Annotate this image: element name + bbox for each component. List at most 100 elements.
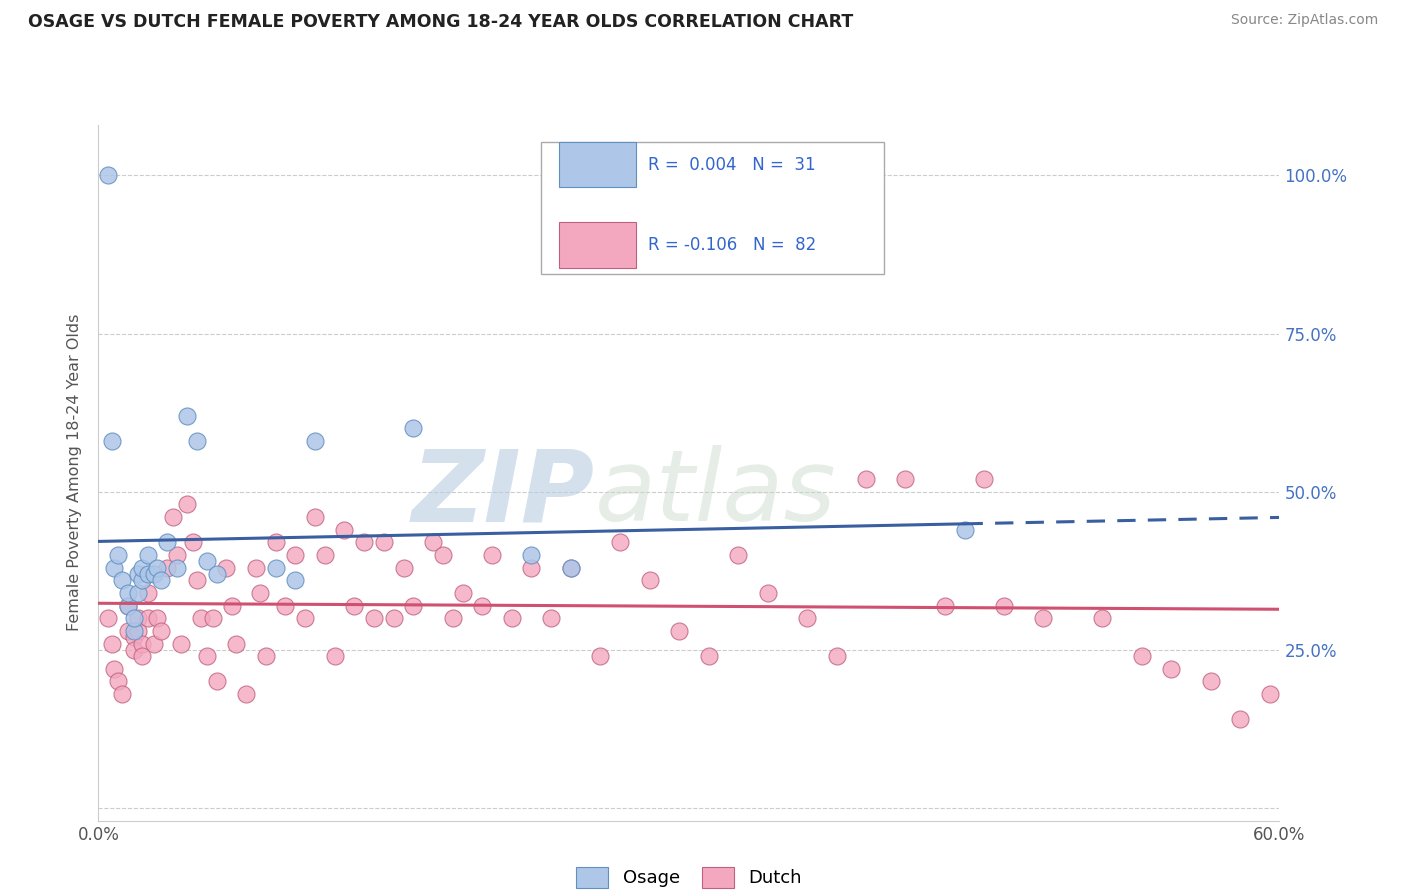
Point [520,560,543,574]
Point [127,586,149,600]
Point [156,535,179,549]
Point [205,674,228,689]
Text: Source: ZipAtlas.com: Source: ZipAtlas.com [1230,13,1378,28]
Point [1199,674,1222,689]
Point [254,649,277,664]
Point [195,649,218,664]
Point [471,599,494,613]
Point [284,574,307,588]
Point [353,535,375,549]
Point [402,599,425,613]
Point [1032,611,1054,625]
Legend: Osage, Dutch: Osage, Dutch [568,860,810,892]
Point [146,611,169,625]
Point [111,687,134,701]
Point [422,535,444,549]
Point [1091,611,1114,625]
Point [190,611,212,625]
Point [392,560,415,574]
Point [170,636,193,650]
Point [264,535,287,549]
Point [97,611,120,625]
Point [1258,687,1281,701]
Point [136,611,159,625]
Point [540,611,562,625]
Point [97,169,120,183]
Point [117,599,139,613]
Point [117,624,139,638]
Point [103,560,125,574]
Text: R = -0.106   N =  82: R = -0.106 N = 82 [648,235,815,253]
Point [343,599,366,613]
Point [363,611,385,625]
Point [117,586,139,600]
Point [166,548,188,562]
Point [131,636,153,650]
Point [150,574,173,588]
Point [432,548,454,562]
FancyBboxPatch shape [560,143,636,187]
Point [249,586,271,600]
Point [142,566,165,581]
Point [122,643,145,657]
Point [127,566,149,581]
Y-axis label: Female Poverty Among 18-24 Year Olds: Female Poverty Among 18-24 Year Olds [67,314,83,632]
Point [166,560,188,574]
Point [697,649,720,664]
Point [131,574,153,588]
Point [855,472,877,486]
Point [127,611,149,625]
Point [186,574,208,588]
Point [402,421,425,435]
Point [156,560,179,574]
Text: OSAGE VS DUTCH FEMALE POVERTY AMONG 18-24 YEAR OLDS CORRELATION CHART: OSAGE VS DUTCH FEMALE POVERTY AMONG 18-2… [28,13,853,31]
Point [245,560,267,574]
Point [142,636,165,650]
FancyBboxPatch shape [560,222,636,268]
Point [205,566,228,581]
Point [609,535,631,549]
Point [796,611,818,625]
Text: atlas: atlas [595,445,837,542]
Point [186,434,208,449]
Point [1160,662,1182,676]
Text: ZIP: ZIP [412,445,595,542]
Point [107,674,129,689]
Point [294,611,316,625]
Point [756,586,779,600]
Point [136,586,159,600]
Point [195,554,218,568]
Point [501,611,523,625]
Point [131,560,153,574]
Point [235,687,257,701]
Point [176,497,198,511]
Point [225,636,247,650]
Point [284,548,307,562]
Point [150,624,173,638]
Point [589,649,612,664]
Point [520,548,543,562]
Point [201,611,224,625]
Point [894,472,917,486]
Text: R =  0.004   N =  31: R = 0.004 N = 31 [648,155,815,174]
Point [122,624,145,638]
Point [668,624,690,638]
FancyBboxPatch shape [541,142,884,275]
Point [107,548,129,562]
Point [221,599,243,613]
Point [181,535,204,549]
Point [146,560,169,574]
Point [117,599,139,613]
Point [638,574,661,588]
Point [934,599,956,613]
Point [451,586,474,600]
Point [441,611,464,625]
Point [304,510,326,524]
Point [101,636,124,650]
Point [323,649,346,664]
Point [825,649,848,664]
Point [993,599,1015,613]
Point [101,434,124,449]
Point [136,548,159,562]
Point [131,649,153,664]
